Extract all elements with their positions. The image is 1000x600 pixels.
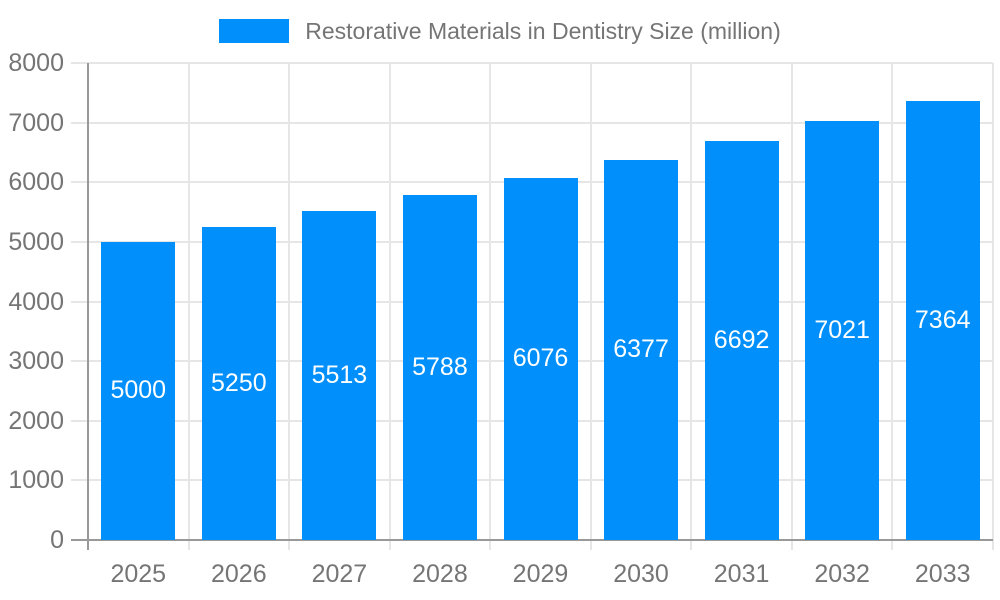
gridline-vertical: [891, 63, 894, 550]
bar-value-label: 7021: [814, 316, 870, 345]
y-axis-tick-label: 4000: [8, 287, 64, 316]
gridline-vertical: [690, 63, 693, 550]
gridline-vertical: [790, 63, 793, 550]
y-axis-tick-label: 7000: [8, 108, 64, 137]
gridline-horizontal: [71, 121, 993, 124]
x-axis-tick-label: 2026: [211, 560, 267, 588]
gridline-vertical: [489, 63, 492, 550]
gridline-horizontal: [71, 62, 993, 64]
x-axis-tick-label: 2032: [814, 560, 870, 588]
gridline-vertical: [992, 63, 994, 550]
x-axis-tick-label: 2028: [412, 560, 468, 588]
bar-value-label: 6076: [512, 344, 569, 373]
gridline-vertical: [187, 63, 190, 550]
bar-2033[interactable]: 7364: [905, 100, 980, 540]
legend-label: Restorative Materials in Dentistry Size …: [305, 17, 781, 44]
y-axis-line: [87, 63, 89, 550]
x-axis-line: [71, 539, 993, 541]
bar-2025[interactable]: 5000: [101, 241, 176, 540]
bar-2029[interactable]: 6076: [503, 177, 578, 540]
bar-value-label: 5250: [211, 368, 267, 397]
gridline-vertical: [288, 63, 291, 550]
bar-2032[interactable]: 7021: [805, 121, 880, 540]
bar-value-label: 5000: [110, 376, 167, 405]
bar-value-label: 6377: [613, 335, 669, 364]
y-axis-tick-label: 8000: [8, 49, 64, 77]
x-axis-tick-label: 2031: [713, 560, 770, 588]
bar-value-label: 5788: [412, 352, 468, 381]
bar-2030[interactable]: 6377: [604, 159, 679, 540]
bar-2026[interactable]: 5250: [201, 226, 276, 540]
legend-swatch: [219, 19, 290, 43]
legend[interactable]: Restorative Materials in Dentistry Size …: [0, 16, 1000, 46]
bar-value-label: 6692: [713, 325, 770, 354]
x-axis-tick-label: 2033: [914, 560, 971, 588]
bar-2031[interactable]: 6692: [704, 140, 779, 540]
y-axis-tick-label: 1000: [8, 466, 64, 495]
gridline-vertical: [589, 63, 592, 550]
x-axis-tick-label: 2025: [110, 560, 167, 588]
y-axis-tick-label: 2000: [8, 406, 64, 435]
bar-value-label: 5513: [311, 361, 368, 390]
y-axis-tick-label: 5000: [8, 227, 64, 256]
x-axis-tick-label: 2029: [512, 560, 569, 588]
y-axis-tick-label: 3000: [8, 347, 64, 376]
bar-value-label: 7364: [914, 305, 971, 334]
x-axis-tick-label: 2027: [311, 560, 368, 588]
y-axis-tick-label: 0: [50, 526, 64, 554]
y-axis-tick-label: 6000: [8, 168, 64, 197]
bar-2027[interactable]: 5513: [302, 211, 377, 540]
x-axis-tick-label: 2030: [613, 560, 669, 588]
bar-2028[interactable]: 5788: [402, 194, 477, 540]
gridline-vertical: [388, 63, 391, 550]
